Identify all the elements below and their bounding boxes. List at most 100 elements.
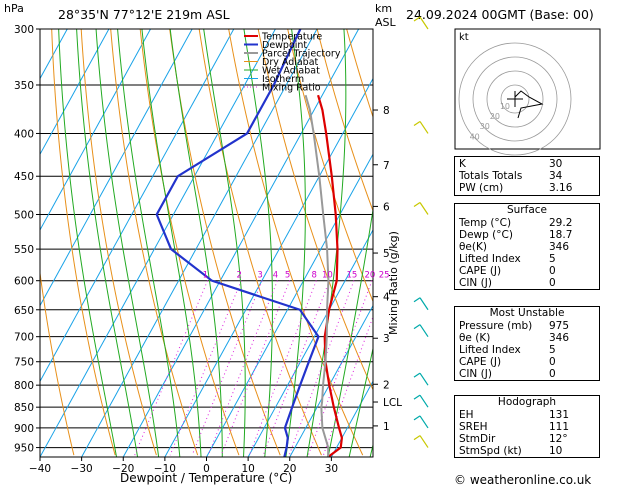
legend-label: Temperature [261,32,322,43]
background-lines [0,29,629,457]
mixing-ratio-line [307,280,373,456]
height-tick-label: 4 [383,292,390,304]
wet-adiabat-line [306,29,347,457]
surface-box: Surface Temp (°C) 29.2 Dewp (°C) 18.7 θe(K) 3… [454,203,600,290]
wet-adiabat-line [169,29,223,457]
most-unstable-title: Most Unstable [489,307,565,319]
surface-value: 0 [549,277,556,289]
most-unstable-row: CAPE (J) 0 [455,356,599,368]
isotherm-line [206,153,373,457]
pressure-unit: hPa [4,2,24,15]
dry-adiabat-line [40,269,75,456]
mixing-ratio-label: 3 [257,271,262,281]
wind-barb-flag [413,324,421,330]
height-unit: km [375,2,392,15]
most-unstable-row: Pressure (mb) 975 [455,320,599,332]
surface-value: 5 [549,253,556,265]
pressure-tick-label: 900 [14,423,34,435]
wind-barb [419,297,429,311]
pressure-tick-label: 400 [14,128,34,140]
wind-barb [419,324,429,338]
profile-parcel-trajectory [304,94,330,457]
legend-label: Isotherm [262,74,304,85]
hodograph-value: 131 [549,409,570,421]
height-unit-asl: ASL [375,16,397,29]
height-tick-label: 6 [383,201,390,213]
legend [242,30,244,92]
mixing-ratio-label: 15 [347,271,358,281]
hodograph-unit: kt [459,32,469,43]
hodograph-row: StmSpd (kt) 10 [455,445,599,457]
mixing-ratio-label: 5 [285,271,290,281]
index-key: Totals Totals [459,170,523,182]
hodograph-title: Hodograph [497,396,557,408]
most-unstable-key: Lifted Index [459,344,521,356]
dry-adiabat-line [198,29,322,456]
wind-barb-flag [413,372,421,378]
surface-row: Temp (°C) 29.2 [455,217,599,229]
wet-adiabat-line [76,29,139,457]
surface-key: Lifted Index [459,253,521,265]
hodograph-key: EH [459,409,474,421]
isotherm-line [40,29,276,457]
height-tick-label: 2 [383,379,390,391]
wet-adiabat-line [95,29,160,457]
profile-dewpoint [155,29,320,457]
hodograph-ring [500,84,530,114]
height-tick-label: 3 [383,333,390,345]
surface-row: CIN (J) 0 [455,277,599,289]
most-unstable-row: CIN (J) 0 [455,368,599,380]
pressure-tick-label: 700 [14,332,34,344]
dry-adiabat-line [228,29,364,456]
wind-barb [419,202,429,215]
index-row: PW (cm) 3.16 [455,182,599,194]
isotherm-line [40,29,151,231]
isotherm-line [164,77,373,457]
dry-adiabat-line [612,29,629,455]
copyright: © weatheronline.co.uk [454,473,591,486]
wind-barb-flag [413,201,421,207]
dry-adiabat-line [139,29,240,456]
height-tick-label: 1 [383,421,390,433]
surface-key: CAPE (J) [459,265,502,277]
mixing-ratio-label: 4 [273,271,278,281]
temp-tick-label: 10 [241,463,254,475]
dry-adiabat-line [110,29,199,456]
pressure-tick-label: 750 [14,357,34,369]
wet-adiabat-line [117,29,181,457]
temp-tick-label: −40 [29,463,51,475]
most-unstable-key: θe (K) [459,332,491,344]
surface-row: Lifted Index 5 [455,253,599,265]
index-key: PW (cm) [459,182,504,194]
mixing-ratio-label: 10 [322,271,333,281]
hodograph-key: StmSpd (kt) [459,445,522,457]
temp-tick-label: 20 [283,463,296,475]
pressure-tick-label: 650 [14,305,34,317]
isotherm-line [40,29,235,383]
most-unstable-key: Pressure (mb) [459,320,533,332]
mixing-ratio-label: 8 [312,271,317,281]
x-axis-label: Dewpoint / Temperature (°C) [120,471,292,485]
pressure-tick-label: 800 [14,380,34,392]
wind-barb [419,435,429,448]
hodograph-trace [514,90,544,119]
pressure-tick-label: 300 [14,24,34,36]
wind-barbs [413,16,429,448]
hodograph-ring [486,70,544,128]
isotherm-line [330,380,373,457]
dry-adiabat-line [51,29,116,456]
mixing-ratio-label: 20 [365,271,376,281]
most-unstable-value: 346 [549,332,570,344]
surface-key: θe(K) [459,241,487,253]
hodograph-key: SREH [459,421,488,433]
isotherm-line [0,29,26,457]
hodograph-key: StmDir [459,433,496,445]
isotherm-line [247,228,373,457]
wind-barb [419,372,429,386]
wind-barb-flag [413,297,421,303]
surface-row: Dewp (°C) 18.7 [455,229,599,241]
surface-value: 29.2 [549,217,573,229]
most-unstable-key: CIN (J) [459,368,492,380]
hodograph-value: 12° [549,433,568,445]
